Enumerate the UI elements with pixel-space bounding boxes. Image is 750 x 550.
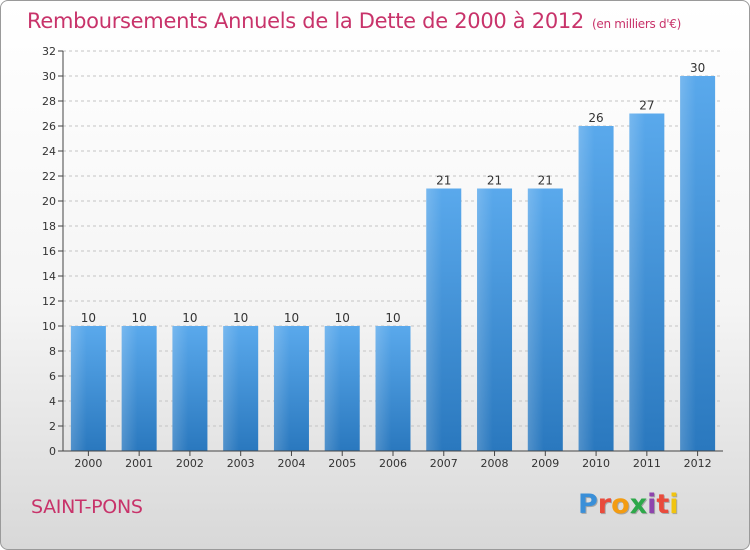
bar-highlight	[629, 113, 646, 451]
chart-title: Remboursements Annuels de la Dette de 20…	[27, 9, 584, 33]
bar-group: 27	[629, 99, 665, 451]
data-label: 10	[284, 311, 299, 325]
bar-highlight	[680, 76, 696, 451]
data-label: 21	[538, 174, 553, 188]
data-label: 26	[588, 111, 603, 125]
x-tick-label: 2005	[328, 457, 356, 470]
bar-group: 10	[375, 311, 411, 451]
logo-letter: i	[669, 489, 679, 520]
x-axis: 2000 2001 2002 2003 2004 2005 2006 2007 2008 2009…	[63, 450, 723, 470]
y-tick-label: 2	[49, 420, 56, 433]
bar-highlight	[223, 326, 239, 451]
bar-highlight	[70, 326, 87, 451]
bar-highlight	[172, 326, 189, 451]
bar-group: 10	[324, 311, 360, 451]
data-label: 30	[690, 61, 705, 75]
bar-highlight	[375, 326, 392, 451]
bar-group: 10	[70, 311, 106, 451]
y-tick-label: 22	[42, 170, 56, 183]
data-label: 10	[132, 311, 147, 325]
bar-group: 26	[578, 111, 614, 451]
x-tick-label: 2009	[531, 457, 559, 470]
x-tick-label: 2008	[481, 457, 509, 470]
x-tick-label: 2012	[684, 457, 712, 470]
x-tick-label: 2004	[277, 457, 305, 470]
bar-highlight	[273, 326, 290, 451]
chart-subtitle: (en milliers d'€)	[592, 17, 682, 31]
y-tick-label: 0	[49, 445, 56, 458]
x-tick-label: 2001	[125, 457, 153, 470]
bar-group: 10	[121, 311, 157, 451]
y-tick-label: 6	[49, 370, 56, 383]
x-tick-label: 2007	[430, 457, 458, 470]
logo-letter: P	[578, 489, 598, 520]
data-label: 10	[385, 311, 400, 325]
bar-highlight	[477, 188, 493, 451]
bar-highlight	[527, 188, 544, 451]
bar-group: 21	[426, 174, 462, 451]
bar-group: 21	[477, 174, 513, 451]
logo-letter: r	[597, 489, 612, 520]
x-tick-label: 2011	[633, 457, 661, 470]
x-tick-label: 2010	[582, 457, 610, 470]
bar-highlight	[121, 326, 138, 451]
bar-highlight	[324, 326, 341, 451]
data-label: 10	[182, 311, 197, 325]
city-name: SAINT-PONS	[31, 496, 143, 518]
data-label: 10	[335, 311, 350, 325]
y-tick-label: 8	[49, 345, 56, 358]
y-tick-label: 10	[42, 320, 56, 333]
bar-group: 10	[223, 311, 259, 451]
bar-group: 21	[527, 174, 563, 451]
x-tick-label: 2000	[74, 457, 102, 470]
bar-group: 30	[680, 61, 716, 451]
data-label: 10	[233, 311, 248, 325]
logo-letter: i	[647, 489, 657, 520]
y-tick-label: 28	[42, 95, 56, 108]
y-tick-label: 18	[42, 220, 56, 233]
y-tick-label: 30	[42, 70, 56, 83]
bars: 10 10 10 10 10 10 10 21 21 21 26 27 30	[70, 61, 716, 451]
logo-letter: x	[629, 489, 648, 520]
y-tick-label: 32	[42, 45, 56, 58]
logo-letter: o	[611, 489, 630, 520]
y-tick-label: 12	[42, 295, 56, 308]
data-label: 27	[639, 99, 654, 113]
bar-group: 10	[172, 311, 208, 451]
x-tick-label: 2002	[176, 457, 204, 470]
x-tick-label: 2003	[227, 457, 255, 470]
data-label: 21	[487, 174, 502, 188]
y-tick-label: 26	[42, 120, 56, 133]
x-tick-label: 2006	[379, 457, 407, 470]
bar-highlight	[578, 126, 595, 451]
logo-letter: t	[656, 489, 670, 520]
y-tick-label: 14	[42, 270, 56, 283]
y-tick-label: 24	[42, 145, 56, 158]
y-tick-label: 16	[42, 245, 56, 258]
y-tick-label: 4	[49, 395, 56, 408]
bar-group: 10	[273, 311, 309, 451]
chart-title-block: Remboursements Annuels de la Dette de 20…	[27, 9, 681, 33]
proxiti-logo: Proxiti	[578, 489, 679, 520]
data-label: 21	[436, 174, 451, 188]
data-label: 10	[81, 311, 96, 325]
bar-highlight	[426, 188, 443, 451]
y-tick-label: 20	[42, 195, 56, 208]
